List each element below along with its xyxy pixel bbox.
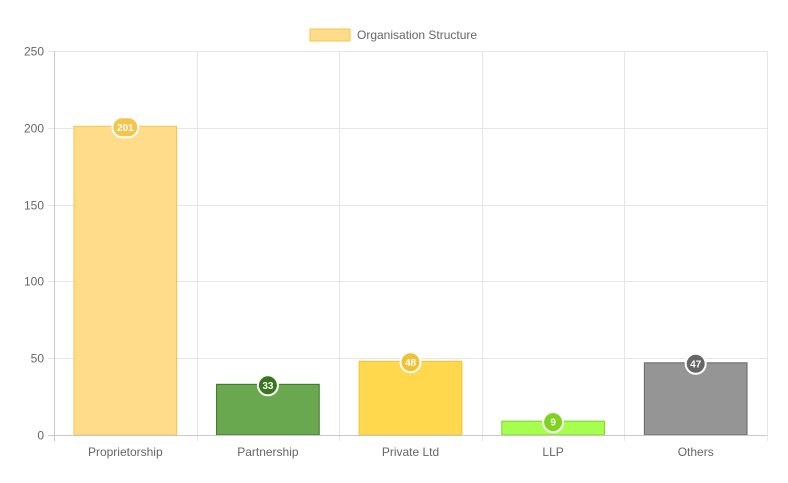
x-tick-label: Partnership — [237, 445, 299, 459]
legend[interactable]: Organisation Structure — [309, 28, 477, 42]
legend-label[interactable]: Organisation Structure — [357, 28, 477, 42]
data-label-badge — [542, 411, 565, 434]
bar-proprietorship[interactable] — [73, 125, 178, 436]
y-tick-label: 150 — [24, 199, 44, 213]
x-tick-label: LLP — [542, 445, 563, 459]
data-label: 33 — [262, 381, 274, 392]
data-label-badge — [256, 374, 279, 397]
y-tick-label: 0 — [37, 429, 44, 443]
data-label-badge — [684, 352, 707, 375]
data-label: 48 — [405, 358, 417, 369]
data-label-badge — [399, 351, 422, 374]
bar-others[interactable] — [643, 362, 748, 436]
data-labels: 201 33 48 9 47 — [111, 116, 707, 434]
y-tick-label: 200 — [24, 122, 44, 136]
x-tick-label: Others — [678, 445, 714, 459]
y-tick-label: 250 — [24, 45, 44, 59]
y-tick-label: 100 — [24, 275, 44, 289]
x-tick-label: Private Ltd — [382, 445, 439, 459]
data-label: 9 — [550, 418, 556, 429]
data-label: 201 — [117, 123, 134, 134]
x-axis-ticks: Proprietorship Partnership Private Ltd LLP O… — [88, 445, 714, 459]
x-tick-label: Proprietorship — [88, 445, 163, 459]
data-label: 47 — [690, 359, 702, 370]
y-tick-label: 50 — [31, 352, 45, 366]
bar-private-ltd[interactable] — [358, 360, 463, 436]
data-label-badge — [111, 116, 140, 139]
y-axis-ticks: 0 50 100 150 200 250 — [24, 45, 44, 443]
legend-swatch[interactable] — [309, 28, 351, 42]
axes — [48, 51, 767, 441]
bars — [73, 125, 748, 436]
